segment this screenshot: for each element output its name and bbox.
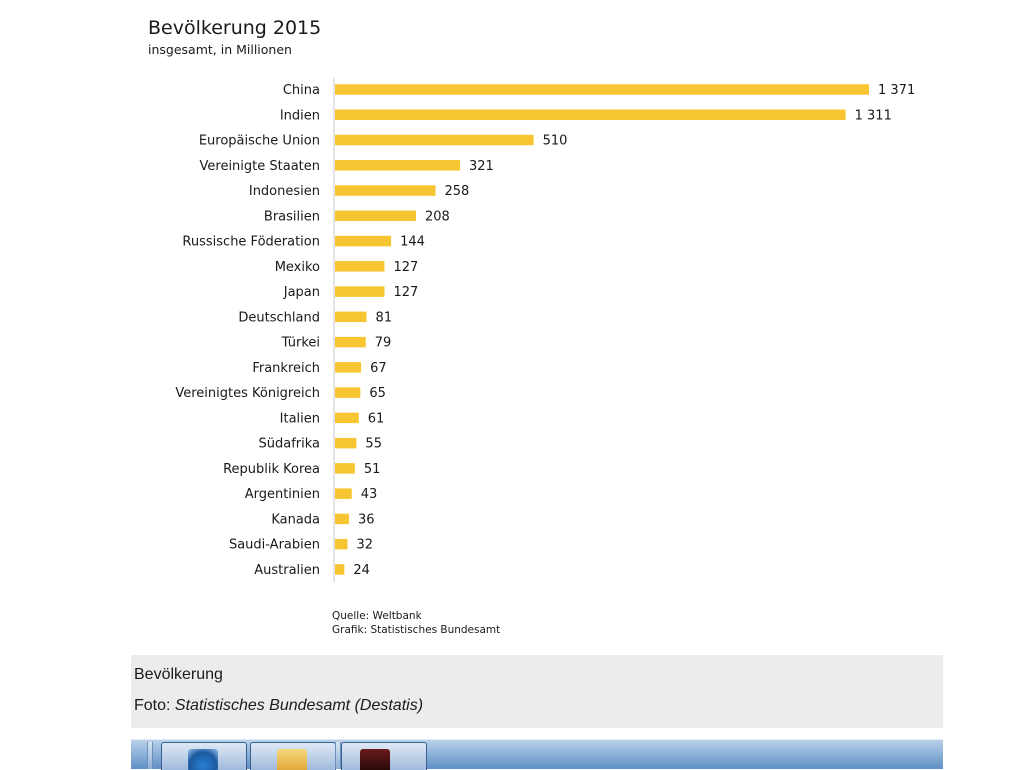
bar xyxy=(335,362,362,373)
bar xyxy=(335,84,869,95)
value-label: 32 xyxy=(356,538,373,553)
bar xyxy=(335,488,352,499)
value-label: 510 xyxy=(543,134,568,149)
category-label: Deutschland xyxy=(238,310,320,325)
bar xyxy=(335,387,361,398)
value-label: 65 xyxy=(369,386,386,401)
category-label: Indien xyxy=(280,108,320,123)
caption-credit-prefix: Foto: xyxy=(134,697,171,714)
category-label: Indonesien xyxy=(249,184,320,199)
bar xyxy=(335,463,355,474)
category-label: Republik Korea xyxy=(223,462,320,477)
category-label: Italien xyxy=(280,411,320,426)
category-label: Europäische Union xyxy=(199,134,320,149)
category-label: Kanada xyxy=(271,512,320,527)
caption-title: Bevölkerung xyxy=(134,666,223,683)
explorer-folder-icon xyxy=(277,749,307,770)
caption-credit-source: Statistisches Bundesamt (Destatis) xyxy=(174,697,424,714)
category-label: Vereinigte Staaten xyxy=(200,159,321,174)
category-label: Australien xyxy=(254,563,320,578)
bar xyxy=(335,109,846,121)
category-label: Türkei xyxy=(281,336,320,351)
bar xyxy=(335,185,436,196)
category-label: Japan xyxy=(283,285,320,300)
value-label: 321 xyxy=(469,159,494,174)
value-label: 24 xyxy=(353,563,370,578)
bars-layer: China 1 371 Indien 1 311 Europäische Union 51… xyxy=(175,83,915,578)
category-label: Mexiko xyxy=(275,260,320,275)
value-label: 1 371 xyxy=(878,83,915,98)
bar xyxy=(335,235,392,247)
value-label: 144 xyxy=(400,235,425,250)
category-label: Vereinigtes Königreich xyxy=(175,386,320,401)
value-label: 127 xyxy=(393,285,418,300)
app-icon xyxy=(360,749,390,770)
bar xyxy=(335,437,357,449)
taskbar-button-browser[interactable] xyxy=(161,742,247,770)
bar xyxy=(335,538,348,550)
bar xyxy=(335,160,461,171)
taskbar-separator xyxy=(147,742,153,769)
value-label: 79 xyxy=(375,336,392,351)
taskbar-separator xyxy=(335,742,341,769)
taskbar-button-explorer[interactable] xyxy=(250,742,336,770)
value-label: 51 xyxy=(364,462,381,477)
chart-subtitle: insgesamt, in Millionen xyxy=(148,42,292,57)
bar xyxy=(335,513,350,525)
category-label: Saudi-Arabien xyxy=(229,538,320,553)
value-label: 81 xyxy=(376,310,393,325)
category-label: China xyxy=(283,83,320,98)
value-label: 43 xyxy=(361,487,378,502)
bar xyxy=(335,134,534,146)
value-label: 208 xyxy=(425,209,450,224)
bar xyxy=(335,286,385,297)
category-label: Russische Föderation xyxy=(182,235,320,250)
bar xyxy=(335,311,367,323)
source-line: Quelle: Weltbank xyxy=(332,610,422,622)
value-label: 36 xyxy=(358,512,375,527)
image-caption: Bevölkerung Foto: Statistisches Bundesam… xyxy=(131,655,943,728)
value-label: 61 xyxy=(368,411,385,426)
bar-chart: China 1 371 Indien 1 311 Europäische Union 51… xyxy=(175,78,915,582)
value-label: 127 xyxy=(393,260,418,275)
value-label: 67 xyxy=(370,361,387,376)
browser-icon xyxy=(188,749,218,770)
bar xyxy=(335,336,366,348)
category-label: Argentinien xyxy=(245,487,320,502)
taskbar-button-app[interactable] xyxy=(341,742,427,770)
bar xyxy=(335,412,359,424)
category-label: Brasilien xyxy=(264,209,320,224)
graphic-credit-line: Grafik: Statistisches Bundesamt xyxy=(332,624,501,636)
bar xyxy=(335,261,385,272)
value-label: 55 xyxy=(365,437,382,452)
category-label: Südafrika xyxy=(258,437,320,452)
value-label: 1 311 xyxy=(855,108,892,123)
bar xyxy=(335,210,417,222)
bar xyxy=(335,564,345,575)
category-label: Frankreich xyxy=(252,361,320,376)
chart-title: Bevölkerung 2015 xyxy=(148,17,322,39)
taskbar[interactable] xyxy=(131,739,943,770)
value-label: 258 xyxy=(444,184,469,199)
caption-credit: Foto: Statistisches Bundesamt (Destatis) xyxy=(134,697,423,715)
source-note: Quelle: Weltbank Grafik: Statistisches B… xyxy=(332,609,500,637)
